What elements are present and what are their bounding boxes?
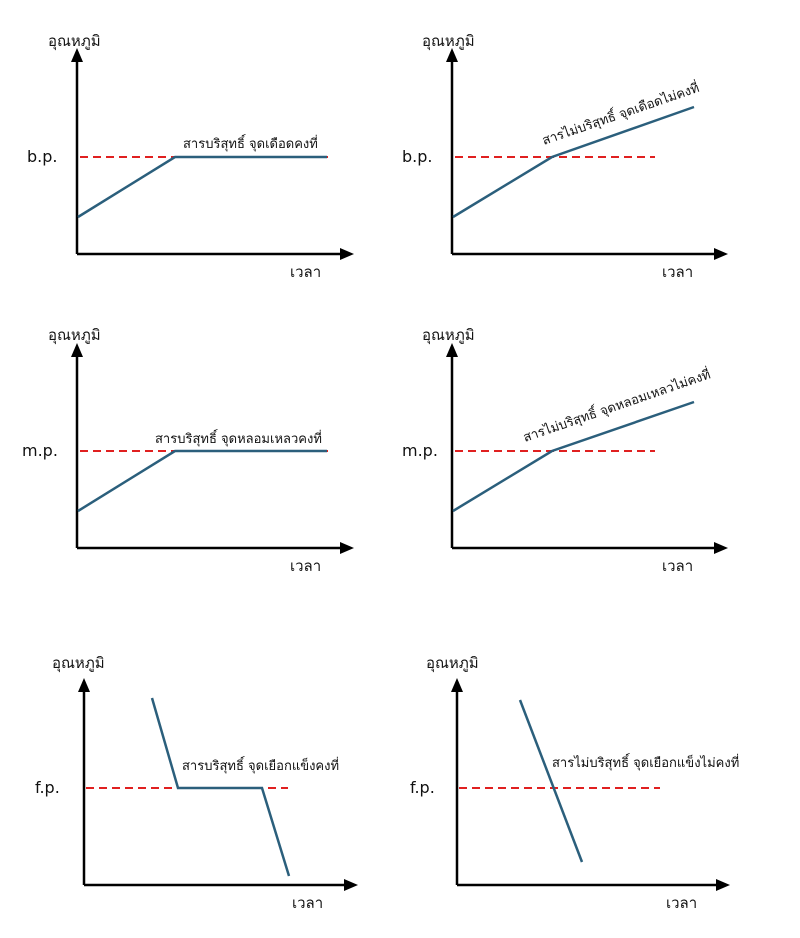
reference-label: b.p. [27,147,57,166]
y-axis-label: อุณหภูมิ [48,326,101,345]
y-axis-arrow [446,343,458,357]
x-axis-arrow [340,248,354,260]
y-axis-label: อุณหภูมิ [426,654,479,673]
y-axis-label: อุณหภูมิ [48,32,101,51]
x-axis-label: เวลา [290,557,321,575]
x-axis-arrow [714,248,728,260]
panel-impure-melting: อุณหภูมิ เวลา m.p. สารไม่บริสุทธิ์ จุดหล… [402,326,728,575]
y-axis-arrow [71,48,83,62]
x-axis-arrow [714,542,728,554]
curve-annotation: สารบริสุทธิ์ จุดเดือดคงที่ [183,134,318,152]
y-axis-arrow [446,48,458,62]
temperature-curve [518,699,584,863]
panel-pure-melting: อุณหภูมิ เวลา m.p. สารบริสุทธิ์ จุดหลอมเ… [22,326,354,575]
panel-impure-boiling: อุณหภูมิ เวลา b.p. สารไม่บริสุทธิ์ จุดเด… [402,32,728,281]
panel-pure-boiling: อุณหภูมิ เวลา b.p. สารบริสุทธิ์ จุดเดือด… [27,32,354,281]
temperature-curve [77,449,327,513]
temperature-curve [150,697,291,877]
panel-pure-freezing: อุณหภูมิ เวลา f.p. สารบริสุทธิ์ จุดเยือก… [35,654,358,912]
reference-label: f.p. [35,778,60,797]
x-axis-label: เวลา [292,894,323,912]
y-axis-arrow [78,678,90,692]
temperature-curve [452,400,695,513]
temperature-curve [452,105,695,219]
y-axis-arrow [71,343,83,357]
y-axis-label: อุณหภูมิ [52,654,105,673]
y-axis-arrow [451,678,463,692]
curve-annotation: สารไม่บริสุทธิ์ จุดเยือกแข็งไม่คงที่ [552,753,739,771]
y-axis-label: อุณหภูมิ [422,326,475,345]
temperature-curve [77,155,327,219]
x-axis-arrow [344,879,358,891]
y-axis-label: อุณหภูมิ [422,32,475,51]
x-axis-arrow [340,542,354,554]
reference-label: f.p. [410,778,435,797]
reference-label: m.p. [402,441,438,460]
x-axis-label: เวลา [662,263,693,281]
curve-annotation: สารบริสุทธิ์ จุดเยือกแข็งคงที่ [182,756,339,774]
x-axis-label: เวลา [666,894,697,912]
x-axis-arrow [716,879,730,891]
reference-label: b.p. [402,147,432,166]
x-axis-label: เวลา [290,263,321,281]
panel-impure-freezing: อุณหภูมิ เวลา f.p. สารไม่บริสุทธิ์ จุดเย… [410,654,739,912]
x-axis-label: เวลา [662,557,693,575]
curve-annotation: สารบริสุทธิ์ จุดหลอมเหลวคงที่ [155,429,322,447]
reference-label: m.p. [22,441,58,460]
